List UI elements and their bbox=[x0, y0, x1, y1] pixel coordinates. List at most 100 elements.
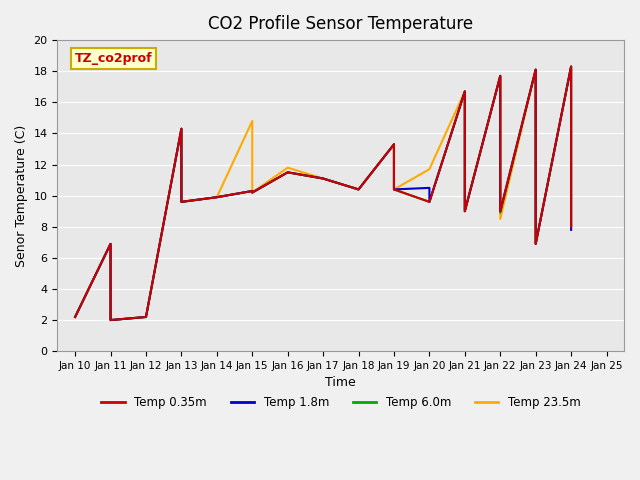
Temp 6.0m bbox=[567, 64, 575, 70]
Temp 0.35m bbox=[426, 199, 433, 205]
Temp 6.0m bbox=[248, 188, 256, 194]
Temp 6.0m bbox=[284, 169, 292, 175]
Title: CO2 Profile Sensor Temperature: CO2 Profile Sensor Temperature bbox=[208, 15, 474, 33]
Temp 6.0m bbox=[142, 314, 150, 320]
Temp 23.5m bbox=[390, 142, 398, 147]
Temp 23.5m bbox=[248, 190, 256, 195]
Temp 1.8m bbox=[532, 67, 540, 72]
Temp 6.0m bbox=[107, 241, 115, 247]
Temp 1.8m bbox=[177, 199, 185, 205]
Temp 0.35m bbox=[142, 314, 150, 320]
Temp 1.8m bbox=[532, 241, 540, 247]
Temp 6.0m bbox=[355, 187, 362, 192]
Temp 23.5m bbox=[177, 199, 185, 205]
Temp 6.0m bbox=[497, 210, 504, 216]
Temp 23.5m bbox=[355, 187, 362, 192]
Temp 1.8m bbox=[284, 169, 292, 175]
X-axis label: Time: Time bbox=[326, 376, 356, 389]
Temp 0.35m bbox=[461, 88, 468, 94]
Temp 23.5m bbox=[426, 167, 433, 172]
Temp 6.0m bbox=[497, 73, 504, 79]
Temp 1.8m bbox=[107, 317, 115, 323]
Temp 6.0m bbox=[390, 142, 398, 147]
Temp 23.5m bbox=[567, 224, 575, 229]
Temp 6.0m bbox=[461, 88, 468, 94]
Temp 0.35m bbox=[213, 194, 221, 200]
Temp 1.8m bbox=[497, 73, 504, 79]
Temp 1.8m bbox=[390, 187, 398, 192]
Line: Temp 1.8m: Temp 1.8m bbox=[75, 67, 571, 320]
Temp 0.35m bbox=[107, 241, 115, 247]
Temp 1.8m bbox=[177, 126, 185, 132]
Line: Temp 23.5m: Temp 23.5m bbox=[75, 67, 571, 320]
Y-axis label: Senor Temperature (C): Senor Temperature (C) bbox=[15, 124, 28, 267]
Temp 23.5m bbox=[461, 208, 468, 214]
Temp 0.35m bbox=[567, 64, 575, 70]
Line: Temp 6.0m: Temp 6.0m bbox=[75, 67, 571, 320]
Temp 23.5m bbox=[461, 88, 468, 94]
Temp 23.5m bbox=[497, 216, 504, 222]
Temp 1.8m bbox=[497, 208, 504, 214]
Temp 23.5m bbox=[107, 241, 115, 247]
Temp 1.8m bbox=[355, 187, 362, 192]
Temp 6.0m bbox=[319, 176, 327, 181]
Temp 23.5m bbox=[107, 317, 115, 323]
Temp 6.0m bbox=[248, 190, 256, 195]
Temp 23.5m bbox=[71, 314, 79, 320]
Temp 6.0m bbox=[71, 314, 79, 320]
Temp 23.5m bbox=[319, 176, 327, 181]
Temp 1.8m bbox=[567, 227, 575, 233]
Temp 6.0m bbox=[213, 194, 221, 200]
Temp 23.5m bbox=[248, 118, 256, 124]
Temp 0.35m bbox=[107, 317, 115, 323]
Temp 0.35m bbox=[71, 314, 79, 320]
Temp 0.35m bbox=[177, 126, 185, 132]
Temp 23.5m bbox=[142, 314, 150, 320]
Temp 0.35m bbox=[390, 142, 398, 147]
Temp 1.8m bbox=[248, 190, 256, 195]
Temp 23.5m bbox=[532, 241, 540, 247]
Temp 1.8m bbox=[426, 199, 433, 205]
Temp 6.0m bbox=[177, 126, 185, 132]
Temp 1.8m bbox=[461, 208, 468, 214]
Temp 23.5m bbox=[390, 187, 398, 192]
Temp 0.35m bbox=[248, 190, 256, 195]
Temp 0.35m bbox=[319, 176, 327, 181]
Temp 6.0m bbox=[426, 199, 433, 205]
Temp 23.5m bbox=[497, 73, 504, 79]
Temp 23.5m bbox=[177, 126, 185, 132]
Temp 6.0m bbox=[567, 224, 575, 229]
Text: TZ_co2prof: TZ_co2prof bbox=[74, 52, 152, 65]
Temp 23.5m bbox=[213, 194, 221, 200]
Temp 6.0m bbox=[532, 241, 540, 247]
Temp 0.35m bbox=[177, 199, 185, 205]
Temp 0.35m bbox=[532, 67, 540, 72]
Temp 6.0m bbox=[390, 187, 398, 192]
Temp 1.8m bbox=[461, 88, 468, 94]
Temp 23.5m bbox=[284, 165, 292, 170]
Temp 6.0m bbox=[177, 199, 185, 205]
Legend: Temp 0.35m, Temp 1.8m, Temp 6.0m, Temp 23.5m: Temp 0.35m, Temp 1.8m, Temp 6.0m, Temp 2… bbox=[97, 391, 585, 414]
Temp 1.8m bbox=[248, 188, 256, 194]
Temp 0.35m bbox=[284, 169, 292, 175]
Temp 6.0m bbox=[107, 317, 115, 323]
Temp 0.35m bbox=[497, 73, 504, 79]
Temp 23.5m bbox=[532, 67, 540, 72]
Temp 0.35m bbox=[390, 187, 398, 192]
Temp 0.35m bbox=[248, 188, 256, 194]
Temp 1.8m bbox=[71, 314, 79, 320]
Temp 0.35m bbox=[532, 241, 540, 247]
Temp 6.0m bbox=[461, 208, 468, 214]
Temp 1.8m bbox=[213, 194, 221, 200]
Line: Temp 0.35m: Temp 0.35m bbox=[75, 67, 571, 320]
Temp 23.5m bbox=[567, 64, 575, 70]
Temp 0.35m bbox=[461, 208, 468, 214]
Temp 1.8m bbox=[107, 241, 115, 247]
Temp 0.35m bbox=[567, 224, 575, 229]
Temp 1.8m bbox=[426, 185, 433, 191]
Temp 1.8m bbox=[319, 176, 327, 181]
Temp 0.35m bbox=[355, 187, 362, 192]
Temp 1.8m bbox=[567, 64, 575, 70]
Temp 0.35m bbox=[497, 208, 504, 214]
Temp 1.8m bbox=[142, 314, 150, 320]
